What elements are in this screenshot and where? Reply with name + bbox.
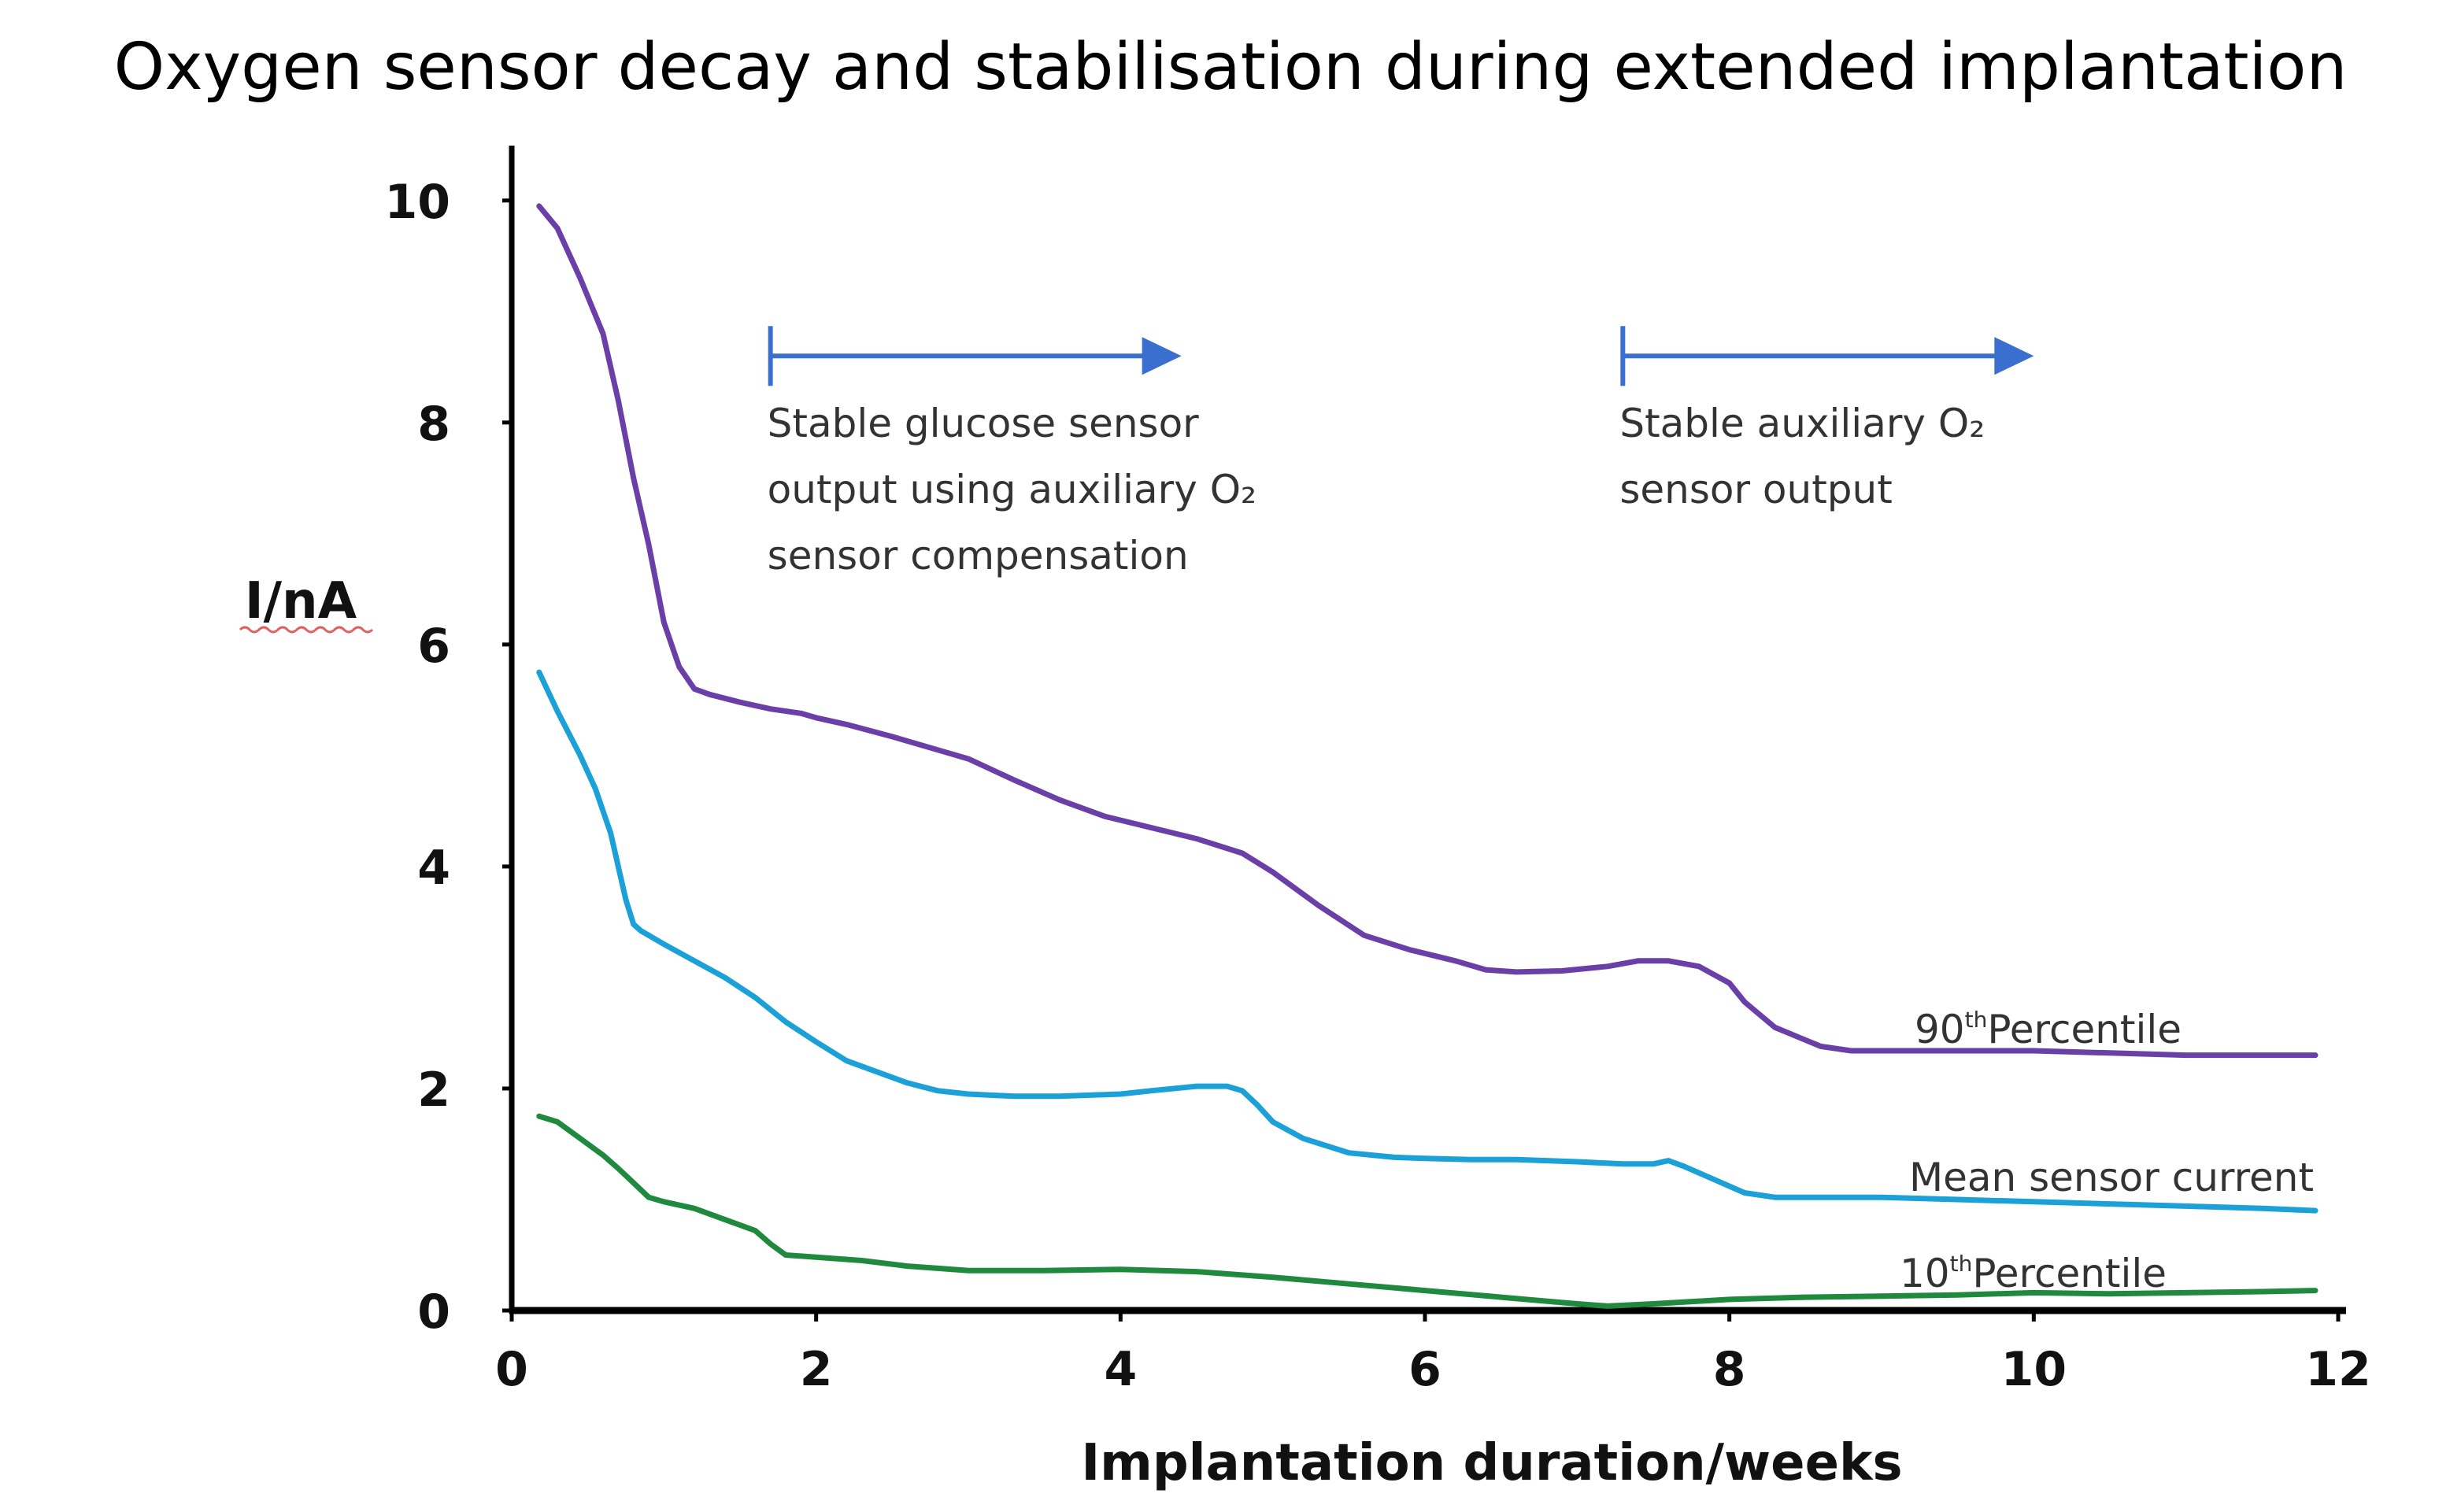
series-line-1 [536,669,2319,1214]
annotation-text-line: sensor compensation [768,533,1189,579]
x-tick-label: 6 [1408,1342,1441,1397]
x-tick-label: 0 [495,1342,528,1397]
x-tick-label: 10 [2001,1342,2067,1397]
axes: 0 2 4 6 8 10 12 0 2 4 6 8 10 Implantation duration/we… [239,146,2371,1492]
annotation-text-line: Stable glucose sensor [768,401,1200,446]
annotation-arrow-head [1142,337,1182,375]
y-tick-label: 10 [385,175,451,230]
annotation-layer: Stable glucose sensor output using auxili… [768,326,2034,579]
x-tick-label: 12 [2305,1342,2371,1397]
y-axis-title: I/nA [245,572,357,630]
series-line-2 [536,1113,2319,1309]
annotation-text-line: Stable auxiliary O₂ [1619,401,1985,446]
series-label-main: Mean sensor current [1909,1155,2314,1200]
series-label-2: 10thPercentile [1900,1251,2167,1296]
x-tick-label: 4 [1104,1342,1137,1397]
x-axis-title: Implantation duration/weeks [1081,1434,1902,1492]
x-tick-label: 2 [800,1342,833,1397]
series-label-superscript: th [1965,1007,1988,1033]
series-label-superscript: th [1950,1251,1973,1277]
series-line-0 [536,203,2319,1059]
annotation-text-line: sensor output [1619,467,1893,512]
series-label-0: 90thPercentile [1915,1007,2182,1052]
y-tick-label: 4 [417,841,450,896]
series-label-rest: Percentile [1987,1007,2182,1052]
series-label-1: Mean sensor current [1909,1155,2314,1200]
y-axis-title-underline [239,626,374,634]
y-tick-label: 0 [417,1285,450,1340]
series-label-rest: Percentile [1972,1251,2167,1296]
y-tick-label: 8 [417,397,450,452]
x-tick-label: 8 [1713,1342,1746,1397]
chart-title: Oxygen sensor decay and stabilisation du… [113,30,2348,105]
annotation-arrow-head [1994,337,2034,375]
series-label-main: 10 [1900,1251,1950,1296]
y-tick-label: 2 [417,1063,450,1118]
series-layer [536,203,2319,1309]
annotation-text-line: output using auxiliary O₂ [768,467,1256,512]
series-label-main: 90 [1915,1007,1965,1052]
y-tick-label: 6 [417,619,450,674]
